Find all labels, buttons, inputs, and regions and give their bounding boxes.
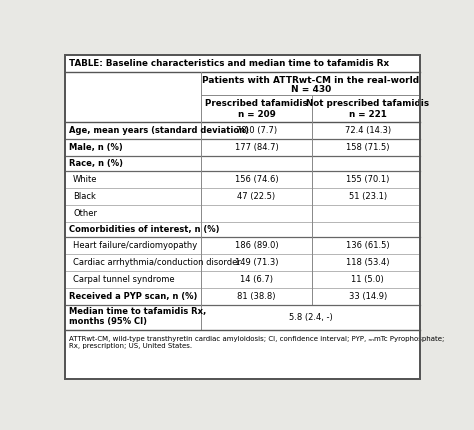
Bar bbox=[65, 95, 420, 122]
Bar bbox=[65, 205, 420, 222]
Text: 78.0 (7.7): 78.0 (7.7) bbox=[236, 126, 277, 135]
Text: Race, n (%): Race, n (%) bbox=[69, 159, 123, 168]
Text: Other: Other bbox=[73, 209, 97, 218]
Text: Age, mean years (standard deviation): Age, mean years (standard deviation) bbox=[69, 126, 248, 135]
Text: 158 (71.5): 158 (71.5) bbox=[346, 143, 390, 152]
Text: 11 (5.0): 11 (5.0) bbox=[351, 275, 384, 284]
Text: n = 209: n = 209 bbox=[237, 110, 275, 119]
Text: Carpal tunnel syndrome: Carpal tunnel syndrome bbox=[73, 275, 175, 284]
Text: Heart failure/cardiomyopathy: Heart failure/cardiomyopathy bbox=[73, 241, 198, 250]
Text: 136 (61.5): 136 (61.5) bbox=[346, 241, 390, 250]
Text: Prescribed tafamidis: Prescribed tafamidis bbox=[205, 99, 308, 108]
Bar bbox=[65, 254, 420, 271]
Text: White: White bbox=[73, 175, 98, 184]
Text: Not prescribed tafamidis: Not prescribed tafamidis bbox=[306, 99, 429, 108]
Text: 118 (53.4): 118 (53.4) bbox=[346, 258, 390, 267]
Text: Rx, prescription; US, United States.: Rx, prescription; US, United States. bbox=[69, 344, 191, 350]
Bar bbox=[65, 188, 420, 205]
Bar bbox=[65, 288, 420, 305]
Text: N = 430: N = 430 bbox=[291, 85, 331, 94]
Bar bbox=[65, 222, 420, 237]
Text: Cardiac arrhythmia/conduction disorder: Cardiac arrhythmia/conduction disorder bbox=[73, 258, 241, 267]
Text: TABLE: Baseline characteristics and median time to tafamidis Rx: TABLE: Baseline characteristics and medi… bbox=[69, 59, 389, 68]
Text: 5.8 (2.4, -): 5.8 (2.4, -) bbox=[289, 313, 333, 322]
Text: n = 221: n = 221 bbox=[349, 110, 387, 119]
Text: Patients with ATTRwt-CM in the real-world: Patients with ATTRwt-CM in the real-worl… bbox=[202, 76, 419, 85]
Text: 47 (22.5): 47 (22.5) bbox=[237, 192, 275, 201]
Text: 51 (23.1): 51 (23.1) bbox=[349, 192, 387, 201]
Text: 81 (38.8): 81 (38.8) bbox=[237, 292, 276, 301]
Bar bbox=[65, 171, 420, 188]
Bar bbox=[65, 329, 420, 379]
Text: Comorbidities of interest, n (%): Comorbidities of interest, n (%) bbox=[69, 225, 219, 234]
Text: Male, n (%): Male, n (%) bbox=[69, 143, 122, 152]
Text: 33 (14.9): 33 (14.9) bbox=[348, 292, 387, 301]
Text: 14 (6.7): 14 (6.7) bbox=[240, 275, 273, 284]
Bar bbox=[65, 55, 420, 72]
Bar bbox=[65, 138, 420, 156]
Text: 155 (70.1): 155 (70.1) bbox=[346, 175, 389, 184]
Text: Received a PYP scan, n (%): Received a PYP scan, n (%) bbox=[69, 292, 197, 301]
Bar bbox=[65, 271, 420, 288]
Bar bbox=[65, 237, 420, 254]
Text: 177 (84.7): 177 (84.7) bbox=[235, 143, 278, 152]
Text: months (95% CI): months (95% CI) bbox=[69, 317, 146, 326]
Bar bbox=[65, 305, 420, 329]
Text: 186 (89.0): 186 (89.0) bbox=[235, 241, 278, 250]
Text: 72.4 (14.3): 72.4 (14.3) bbox=[345, 126, 391, 135]
Text: 156 (74.6): 156 (74.6) bbox=[235, 175, 278, 184]
Bar bbox=[65, 122, 420, 138]
Text: 149 (71.3): 149 (71.3) bbox=[235, 258, 278, 267]
Text: Black: Black bbox=[73, 192, 96, 201]
Text: Median time to tafamidis Rx,: Median time to tafamidis Rx, bbox=[69, 307, 206, 316]
Bar bbox=[65, 156, 420, 171]
Text: ATTRwt-CM, wild-type transthyretin cardiac amyloidosis; CI, confidence interval;: ATTRwt-CM, wild-type transthyretin cardi… bbox=[69, 336, 444, 342]
Bar bbox=[65, 72, 420, 95]
